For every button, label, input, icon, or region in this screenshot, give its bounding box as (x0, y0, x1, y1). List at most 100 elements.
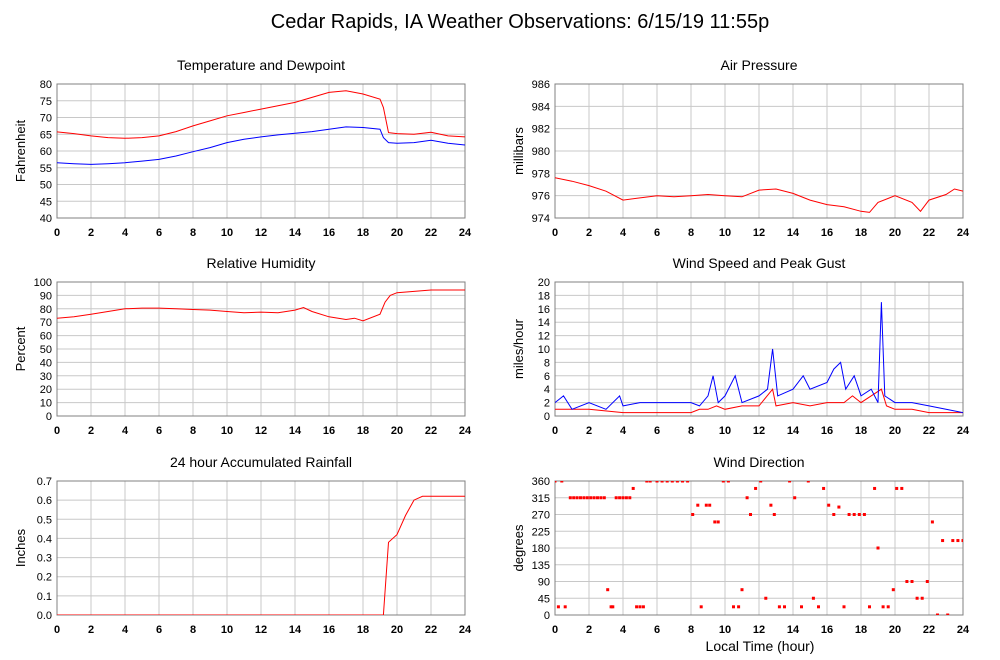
winddir-xtick-label: 16 (821, 624, 833, 636)
winddir-point (556, 605, 560, 609)
temp-ytick-label: 40 (40, 213, 52, 225)
rh-chart: Relative Humidity01020304050607080901000… (13, 255, 472, 437)
wind-ytick-label: 20 (538, 277, 550, 289)
rain-xtick-label: 0 (54, 624, 60, 636)
wind-ylabel: miles/hour (511, 318, 526, 379)
page-title: Cedar Rapids, IA Weather Observations: 6… (271, 11, 769, 33)
winddir-ytick-label: 135 (532, 560, 550, 572)
wind-xtick-label: 22 (923, 425, 935, 437)
temp-ytick-label: 45 (40, 196, 52, 208)
winddir-point (832, 513, 836, 516)
rain-series-line-0 (57, 495, 465, 615)
temp-ytick-label: 70 (40, 113, 52, 125)
pressure-xtick-label: 12 (753, 227, 765, 239)
pressure-xtick-label: 18 (855, 227, 867, 239)
winddir-point (910, 580, 914, 583)
temp-chart: Temperature and Dewpoint4045505560657075… (13, 57, 472, 239)
pressure-series-line-0 (555, 177, 963, 213)
winddir-point (956, 539, 960, 543)
temp-ylabel: Fahrenheit (13, 120, 28, 183)
winddir-ytick-label: 180 (532, 543, 550, 555)
winddir-ytick-label: 90 (538, 577, 550, 589)
winddir-point (946, 613, 950, 615)
winddir-point (868, 605, 871, 609)
wind-data (555, 302, 963, 414)
wind-xtick-label: 24 (957, 425, 970, 437)
pressure-ylabel: millibars (511, 127, 526, 175)
rh-xtick-label: 8 (190, 425, 196, 437)
wind-series-line-0 (555, 388, 963, 414)
winddir-point (708, 503, 712, 507)
rain-ytick-label: 0.4 (37, 533, 52, 545)
temp-ytick-label: 65 (40, 129, 52, 141)
temp-xtick-label: 6 (156, 227, 162, 239)
pressure-xtick-label: 8 (688, 227, 694, 239)
wind-ytick-label: 14 (538, 317, 550, 329)
winddir-point (811, 596, 815, 600)
winddir-point (895, 486, 899, 490)
winddir-point (793, 496, 797, 500)
wind-ytick-label: 6 (544, 371, 550, 383)
winddir-point (732, 605, 735, 609)
winddir-point (800, 605, 803, 609)
wind-series-line-1 (555, 302, 963, 414)
winddir-point (837, 505, 841, 509)
winddir-point (618, 496, 622, 500)
temp-xtick-label: 18 (357, 227, 369, 239)
wind-xtick-label: 14 (787, 425, 800, 437)
wind-xtick-label: 12 (753, 425, 765, 437)
wind-xtick-label: 10 (719, 425, 731, 437)
rh-title: Relative Humidity (207, 255, 316, 271)
pressure-xtick-label: 4 (620, 227, 627, 239)
wind-chart: Wind Speed and Peak Gust0246810121416182… (511, 255, 970, 437)
rain-ytick-label: 0.7 (37, 476, 52, 488)
winddir-point (930, 520, 934, 524)
winddir-point (614, 496, 618, 500)
rh-ytick-label: 50 (40, 344, 52, 356)
wind-ytick-label: 0 (544, 411, 550, 423)
wind-title: Wind Speed and Peak Gust (673, 255, 846, 271)
winddir-title: Wind Direction (713, 454, 804, 470)
wind-xtick-label: 4 (620, 425, 627, 437)
winddir-point (713, 520, 717, 524)
wind-ytick-label: 10 (538, 344, 550, 356)
rh-ytick-label: 90 (40, 290, 52, 302)
winddir-point (563, 605, 567, 609)
winddir-xtick-label: 20 (889, 624, 901, 636)
winddir-point (737, 605, 741, 609)
winddir-point (686, 481, 690, 483)
rh-ytick-label: 70 (40, 317, 52, 329)
temp-xtick-label: 22 (425, 227, 437, 239)
winddir-point (900, 486, 904, 490)
winddir-point (941, 539, 945, 543)
winddir-point (660, 481, 664, 483)
rh-xtick-label: 16 (323, 425, 335, 437)
wind-xtick-label: 0 (552, 425, 558, 437)
winddir-point (891, 588, 895, 592)
pressure-plot-frame (554, 83, 964, 219)
temp-xtick-label: 24 (459, 227, 472, 239)
winddir-point (936, 613, 939, 615)
temp-xtick-label: 8 (190, 227, 196, 239)
winddir-point (873, 486, 877, 490)
temp-xtick-label: 4 (122, 227, 129, 239)
temp-ytick-label: 50 (40, 180, 52, 192)
temp-data (57, 90, 465, 165)
pressure-ytick-label: 978 (532, 168, 550, 180)
winddir-xtick-label: 12 (753, 624, 765, 636)
rh-xtick-label: 0 (54, 425, 60, 437)
winddir-xtick-label: 6 (654, 624, 660, 636)
winddir-point (772, 513, 776, 516)
winddir-point (621, 496, 625, 500)
winddir-point (920, 596, 924, 600)
rain-xtick-label: 12 (255, 624, 267, 636)
winddir-point (783, 605, 786, 609)
winddir-point (769, 503, 773, 507)
wind-xtick-label: 20 (889, 425, 901, 437)
winddir-ytick-label: 270 (532, 510, 550, 522)
rh-xtick-label: 20 (391, 425, 403, 437)
wind-plot-frame (554, 281, 964, 417)
winddir-point (817, 605, 820, 609)
wind-ytick-label: 12 (538, 331, 550, 343)
